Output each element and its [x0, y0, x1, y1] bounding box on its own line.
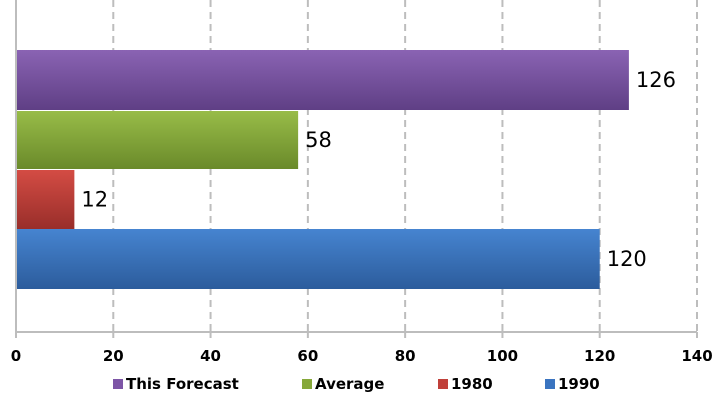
x-tick-label-40: 40 — [200, 347, 221, 365]
x-axis — [15, 0, 698, 338]
x-tick-label-0: 0 — [11, 347, 21, 365]
legend-swatch — [438, 379, 448, 389]
data-label-1980: 12 — [81, 188, 108, 212]
x-tick-label-120: 120 — [584, 347, 615, 365]
legend-item-this-forecast: This Forecast — [113, 375, 239, 393]
data-label-1990: 120 — [607, 247, 647, 271]
legend: This Forecast Average 1980 1990 — [113, 375, 600, 393]
legend-swatch — [113, 379, 123, 389]
bar-this-forecast — [16, 50, 629, 110]
data-label-average: 58 — [305, 128, 332, 152]
x-tick-label-60: 60 — [297, 347, 318, 365]
bar-average — [16, 111, 299, 169]
x-tick-label-80: 80 — [395, 347, 416, 365]
legend-swatch — [545, 379, 555, 389]
legend-swatch — [302, 379, 312, 389]
bar-1980 — [16, 170, 75, 229]
bars — [16, 50, 629, 289]
legend-label: Average — [315, 375, 384, 393]
x-tick-labels: 0 20 40 60 80 100 120 140 — [11, 347, 713, 365]
legend-item-1980: 1980 — [438, 375, 493, 393]
x-tick-label-140: 140 — [681, 347, 712, 365]
data-labels: 126 58 12 120 — [81, 68, 676, 271]
legend-item-average: Average — [302, 375, 384, 393]
legend-label: This Forecast — [126, 375, 239, 393]
data-label-this-forecast: 126 — [636, 68, 676, 92]
x-tick-label-100: 100 — [487, 347, 518, 365]
legend-label: 1980 — [451, 375, 493, 393]
legend-label: 1990 — [558, 375, 600, 393]
bar-1990 — [16, 229, 600, 289]
x-tick-label-20: 20 — [103, 347, 124, 365]
legend-item-1990: 1990 — [545, 375, 600, 393]
